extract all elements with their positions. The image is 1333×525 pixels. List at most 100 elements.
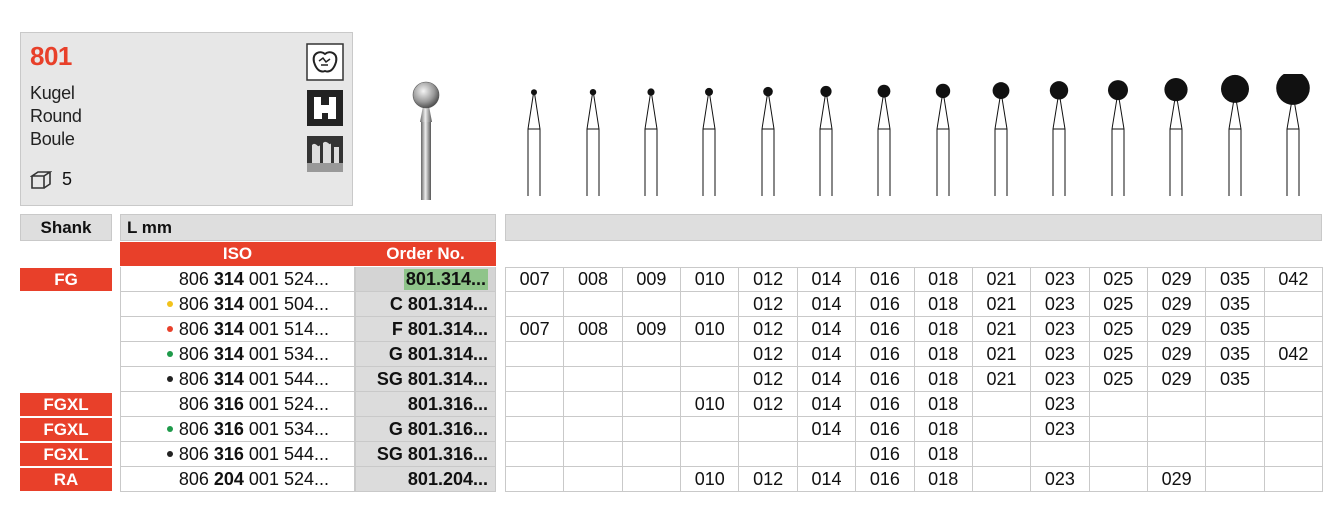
size-cell — [621, 466, 682, 492]
size-cell — [680, 291, 740, 317]
bur-size-diagram — [992, 82, 1010, 196]
box-icon — [30, 170, 52, 189]
size-cell — [621, 391, 682, 417]
size-cell — [1205, 466, 1265, 492]
size-cell: 012 — [738, 316, 798, 342]
size-cell: 018 — [913, 416, 973, 442]
iso-number: 806 314 001 514... — [120, 317, 355, 342]
size-cell: 010 — [680, 316, 740, 342]
size-cell: 010 — [680, 267, 740, 292]
size-cell: 023 — [1030, 267, 1090, 292]
size-cell: 012 — [738, 466, 798, 492]
size-cell — [1205, 441, 1265, 467]
size-cell — [1263, 316, 1324, 342]
size-cell: 035 — [1205, 316, 1265, 342]
size-cell: 021 — [971, 291, 1032, 317]
pack-info: 5 — [30, 169, 72, 190]
size-cell — [1263, 291, 1324, 317]
size-cell: 007 — [505, 316, 565, 342]
bur-size-diagram — [1107, 80, 1128, 196]
size-cell — [563, 466, 623, 492]
size-cell: 016 — [855, 267, 915, 292]
bur-size-diagram — [644, 88, 658, 196]
bur-size-diagram — [819, 85, 833, 196]
size-cell: 016 — [855, 366, 915, 392]
size-cell: 025 — [1088, 341, 1148, 367]
size-cell — [563, 341, 623, 367]
iso-header: ISO — [120, 242, 355, 266]
product-number: 801 — [30, 41, 72, 71]
size-cell — [680, 416, 740, 442]
size-cell: 008 — [563, 267, 623, 292]
size-cell: 016 — [855, 466, 915, 492]
size-cell: 014 — [796, 316, 857, 342]
size-cell — [1263, 366, 1324, 392]
size-cell — [1146, 391, 1207, 417]
size-cell: 014 — [796, 391, 857, 417]
size-cell: 025 — [1088, 291, 1148, 317]
size-cell — [971, 416, 1032, 442]
size-cell: 021 — [971, 316, 1032, 342]
size-cell — [1263, 441, 1324, 467]
size-cell — [680, 341, 740, 367]
size-cell: 012 — [738, 267, 798, 292]
sizes-header-bar — [505, 214, 1322, 241]
size-cell — [563, 366, 623, 392]
bur-photo — [412, 81, 440, 200]
size-cell: 029 — [1146, 466, 1207, 492]
product-name-en: Round — [30, 106, 82, 126]
size-cell: 014 — [796, 416, 857, 442]
size-cell: 035 — [1205, 267, 1265, 292]
size-cell — [738, 416, 798, 442]
size-cell — [621, 416, 682, 442]
bur-size-diagram — [761, 86, 775, 196]
shank-label: FGXL — [20, 393, 112, 416]
bur-size-diagram — [1276, 74, 1310, 196]
grit-dot-icon — [166, 351, 173, 357]
bur-size-diagram — [586, 88, 600, 196]
product-name-de: Kugel — [30, 83, 75, 103]
size-cell: 007 — [505, 267, 565, 292]
size-cell: 029 — [1146, 366, 1207, 392]
order-number: F 801.314... — [355, 317, 496, 342]
size-cell — [796, 441, 857, 467]
size-cell: 016 — [855, 416, 915, 442]
size-cell: 018 — [913, 366, 973, 392]
size-cell: 018 — [913, 341, 973, 367]
order-number: G 801.314... — [355, 342, 496, 367]
size-cell — [1146, 416, 1207, 442]
bur-size-diagram — [877, 84, 891, 196]
size-cell: 014 — [796, 366, 857, 392]
size-cell: 014 — [796, 466, 857, 492]
order-number: C 801.314... — [355, 292, 496, 317]
iso-number: 806 314 001 534... — [120, 342, 355, 367]
size-cell — [971, 441, 1032, 467]
bur-size-diagram — [1050, 81, 1069, 196]
size-cell — [1263, 391, 1324, 417]
shank-label: RA — [20, 468, 112, 491]
size-cell — [621, 291, 682, 317]
size-cell: 009 — [621, 316, 682, 342]
size-cell — [505, 291, 565, 317]
product-card: 801 Kugel Round Boule 5 — [20, 32, 353, 206]
shank-label: FG — [20, 268, 112, 291]
size-cell: 042 — [1263, 341, 1324, 367]
shank-header: Shank — [20, 214, 112, 241]
size-cell — [505, 416, 565, 442]
size-cell — [563, 441, 623, 467]
order-number: G 801.316... — [355, 417, 496, 442]
size-cell — [1205, 391, 1265, 417]
size-cell — [971, 466, 1032, 492]
size-cell: 012 — [738, 291, 798, 317]
size-cell: 018 — [913, 391, 973, 417]
order-number: SG 801.316... — [355, 442, 496, 467]
bur-size-diagram — [935, 83, 950, 196]
pack-quantity: 5 — [62, 169, 73, 189]
size-cell: 014 — [796, 267, 857, 292]
size-cell — [621, 341, 682, 367]
size-cell: 009 — [621, 267, 682, 292]
size-cell: 010 — [680, 391, 740, 417]
size-cell — [563, 416, 623, 442]
size-cell: 016 — [855, 316, 915, 342]
size-cell: 035 — [1205, 341, 1265, 367]
